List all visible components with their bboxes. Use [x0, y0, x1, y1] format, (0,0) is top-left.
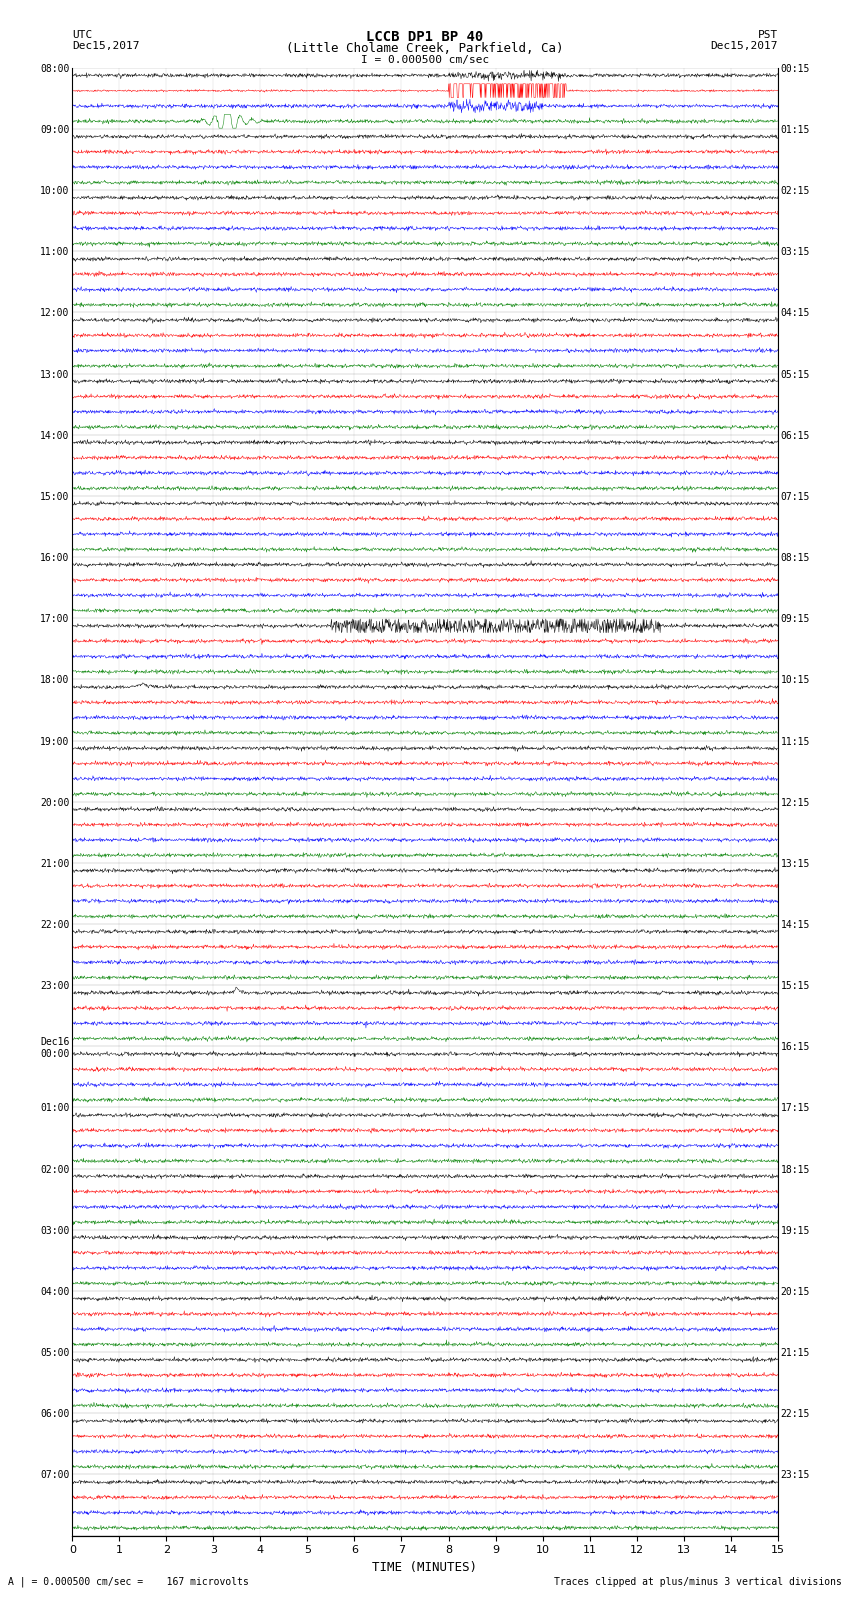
Text: UTC
Dec15,2017: UTC Dec15,2017 — [72, 31, 139, 52]
Text: Traces clipped at plus/minus 3 vertical divisions: Traces clipped at plus/minus 3 vertical … — [553, 1578, 842, 1587]
Text: A | = 0.000500 cm/sec =    167 microvolts: A | = 0.000500 cm/sec = 167 microvolts — [8, 1576, 249, 1587]
Text: PST
Dec15,2017: PST Dec15,2017 — [711, 31, 778, 52]
Text: (Little Cholame Creek, Parkfield, Ca): (Little Cholame Creek, Parkfield, Ca) — [286, 42, 564, 55]
X-axis label: TIME (MINUTES): TIME (MINUTES) — [372, 1561, 478, 1574]
Text: I = 0.000500 cm/sec: I = 0.000500 cm/sec — [361, 55, 489, 65]
Text: LCCB DP1 BP 40: LCCB DP1 BP 40 — [366, 31, 484, 44]
